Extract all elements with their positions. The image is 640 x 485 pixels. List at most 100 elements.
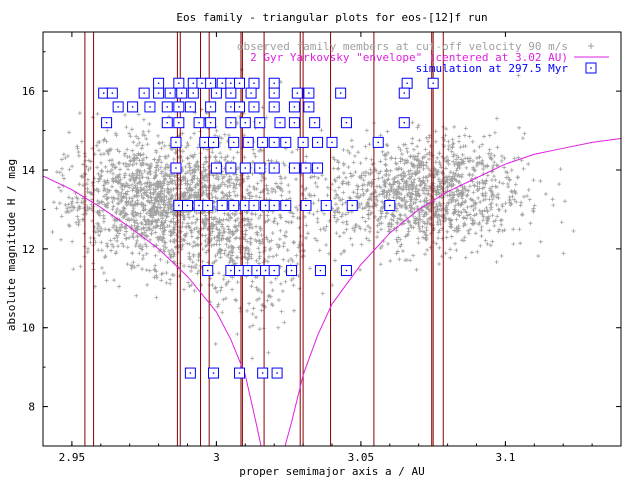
observed-member-point <box>97 208 102 213</box>
observed-member-point <box>124 181 129 186</box>
simulation-point <box>274 117 286 129</box>
simulation-point <box>234 367 246 379</box>
observed-member-point <box>276 245 281 250</box>
observed-member-point <box>249 236 254 241</box>
observed-member-point <box>233 229 238 234</box>
observed-member-point <box>245 176 250 181</box>
observed-member-point <box>454 248 459 253</box>
observed-member-point <box>152 157 157 162</box>
observed-member-point <box>145 193 150 198</box>
observed-member-point <box>271 254 276 259</box>
observed-member-point <box>173 222 178 227</box>
observed-member-point <box>344 181 349 186</box>
observed-member-point <box>246 191 251 196</box>
observed-member-point <box>454 189 459 194</box>
observed-member-point <box>436 177 441 182</box>
simulation-point <box>228 136 240 148</box>
observed-member-point <box>182 264 187 269</box>
observed-member-point <box>324 242 329 247</box>
observed-member-point <box>189 228 194 233</box>
simulation-point <box>216 199 228 211</box>
observed-member-point <box>153 230 158 235</box>
observed-member-point <box>245 187 250 192</box>
observed-member-point <box>143 222 148 227</box>
observed-member-point <box>132 185 137 190</box>
observed-member-point <box>216 235 221 240</box>
observed-member-point <box>283 175 288 180</box>
observed-member-point <box>254 298 259 303</box>
observed-member-point <box>119 191 124 196</box>
observed-member-point <box>248 190 253 195</box>
observed-member-point <box>105 241 110 246</box>
observed-member-point <box>224 242 229 247</box>
observed-member-point <box>148 164 153 169</box>
observed-member-point <box>474 163 479 168</box>
observed-member-point <box>182 238 187 243</box>
observed-member-point <box>224 217 229 222</box>
observed-member-point <box>385 143 390 148</box>
observed-member-point <box>88 166 93 171</box>
observed-member-point <box>353 225 358 230</box>
observed-member-point <box>341 190 346 195</box>
observed-member-point <box>352 153 357 158</box>
observed-member-point <box>194 217 199 222</box>
observed-member-point <box>497 180 502 185</box>
observed-member-point <box>138 243 143 248</box>
observed-member-point <box>153 197 158 202</box>
observed-member-point <box>104 278 109 283</box>
observed-member-point <box>217 217 222 222</box>
observed-member-point <box>181 287 186 292</box>
observed-member-point <box>186 143 191 148</box>
observed-member-point <box>130 156 135 161</box>
observed-member-point <box>413 154 418 159</box>
observed-member-point <box>70 199 75 204</box>
observed-member-point <box>147 122 152 127</box>
observed-member-point <box>503 201 508 206</box>
observed-member-point <box>245 260 250 265</box>
observed-member-point <box>359 242 364 247</box>
observed-member-point <box>451 171 456 176</box>
observed-member-point <box>243 217 248 222</box>
observed-member-point <box>395 249 400 254</box>
observed-member-point <box>450 145 455 150</box>
observed-member-point <box>170 193 175 198</box>
observed-member-point <box>137 176 142 181</box>
observed-member-point <box>164 195 169 200</box>
observed-member-point <box>144 184 149 189</box>
observed-member-point <box>93 230 98 235</box>
observed-member-point <box>221 217 226 222</box>
observed-member-point <box>495 214 500 219</box>
observed-member-point <box>281 244 286 249</box>
observed-member-point <box>217 247 222 252</box>
observed-member-point <box>301 254 306 259</box>
observed-member-point <box>449 149 454 154</box>
observed-member-point <box>366 224 371 229</box>
observed-member-point <box>99 173 104 178</box>
observed-member-point <box>190 177 195 182</box>
observed-member-point <box>187 256 192 261</box>
observed-member-point <box>431 181 436 186</box>
observed-member-point <box>192 240 197 245</box>
observed-member-point <box>531 208 536 213</box>
observed-member-point <box>416 217 421 222</box>
observed-member-point <box>106 180 111 185</box>
y-tick-label: 14 <box>22 164 36 177</box>
observed-member-point <box>406 169 411 174</box>
observed-member-point <box>444 203 449 208</box>
observed-member-point <box>123 112 128 117</box>
observed-member-point <box>350 226 355 231</box>
observed-member-point <box>488 188 493 193</box>
observed-member-point <box>117 160 122 165</box>
observed-member-point <box>158 234 163 239</box>
observed-member-point <box>341 179 346 184</box>
observed-member-point <box>434 190 439 195</box>
observed-member-point <box>253 154 258 159</box>
simulation-point <box>300 199 312 211</box>
observed-member-point <box>247 324 252 329</box>
observed-member-point <box>75 144 80 149</box>
observed-member-point <box>127 218 132 223</box>
observed-member-point <box>227 235 232 240</box>
observed-member-point <box>181 193 186 198</box>
observed-member-point <box>153 173 158 178</box>
